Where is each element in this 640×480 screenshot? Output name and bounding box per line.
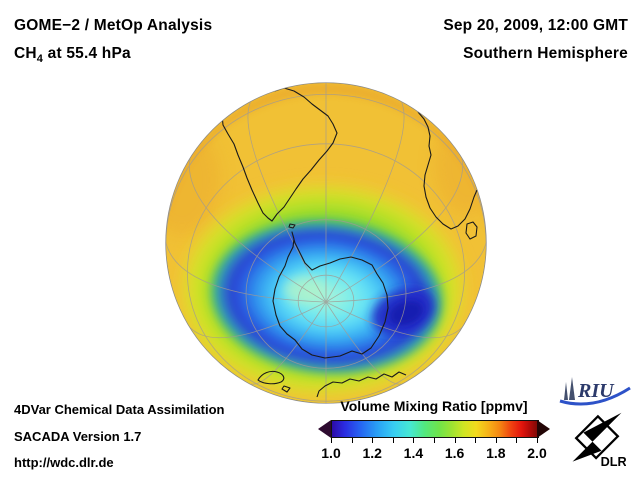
graticule [166, 83, 486, 403]
header-left: GOME−2 / MetOp Analysis CH4 at 55.4 hPa [14, 12, 212, 73]
coast-antarctica [272, 231, 389, 359]
meridian [188, 158, 327, 303]
cathedral-icon [564, 382, 568, 400]
tick-mark [454, 438, 456, 443]
colorbar-arrow-left [318, 420, 331, 438]
dlr-logo-graphic: DLR [572, 412, 627, 469]
meridian [250, 301, 327, 385]
meridian [166, 242, 327, 303]
dlr-dart-icon [572, 412, 622, 462]
coast-new-zealand [257, 370, 285, 385]
coastlines [221, 87, 478, 398]
tick-label: 1.4 [403, 445, 424, 461]
tick-mark [372, 438, 374, 443]
dlr-logo: DLR [568, 408, 627, 475]
tick-label: 1.8 [486, 445, 506, 461]
tick-mark [413, 438, 415, 443]
tick-label: 1.6 [444, 445, 465, 461]
coast-south-america [221, 87, 338, 222]
coast-islet [281, 385, 291, 393]
coast-madagascar [465, 221, 478, 240]
assimilation-label: 4DVar Chemical Data Assimilation [14, 402, 225, 417]
cathedral-icon [569, 377, 575, 400]
datetime-label: Sep 20, 2009, 12:00 GMT [443, 17, 628, 34]
riu-swoosh [559, 386, 631, 406]
tick-mark [475, 438, 477, 443]
meridian [325, 301, 463, 339]
version-label: SACADA Version 1.7 [14, 428, 142, 444]
colorbar: Volume Mixing Ratio [ppmv] 1.0 1.2 [318, 398, 550, 461]
coast-falkland [288, 223, 296, 229]
meridian [325, 158, 464, 303]
field-navy-core [389, 301, 423, 325]
riu-logo-graphic: RIU [559, 377, 631, 406]
tick-mark [392, 438, 394, 443]
tick-mark [351, 438, 353, 443]
colorbar-arrow-right [537, 420, 550, 438]
header-right: Sep 20, 2009, 12:00 GMT Southern Hemisph… [443, 12, 628, 68]
field-limb-orange-right [434, 115, 486, 215]
formula-subscript: 4 [36, 53, 44, 66]
formula-prefix: CH [14, 45, 37, 62]
field-polar-vortex [211, 220, 443, 374]
meridian [325, 242, 486, 303]
colorbar-labels: 1.0 1.2 1.4 1.6 1.8 2.0 [321, 445, 546, 463]
colorbar-gradient [331, 420, 539, 438]
meridian [325, 101, 405, 303]
meridian [325, 301, 402, 385]
coast-australia [316, 371, 407, 398]
formula-suffix: at 55.4 hPa [43, 45, 131, 62]
hemisphere-label: Southern Hemisphere [463, 45, 628, 62]
colorbar-ramp [318, 420, 550, 443]
tick-mark [331, 438, 332, 443]
tick-label: 1.0 [321, 445, 341, 461]
tick-mark [434, 438, 435, 443]
colorbar-title: Volume Mixing Ratio [ppmv] [340, 398, 528, 414]
field-limb-orange-left [166, 125, 220, 235]
footer-credits: 4DVar Chemical Data Assimilation SACADA … [14, 397, 225, 477]
coast-africa [417, 111, 478, 230]
dlr-text: DLR [601, 455, 626, 469]
tick-mark [537, 438, 538, 443]
meridian [247, 101, 327, 303]
url-label: http://wdc.dlr.de [14, 455, 114, 470]
tick-mark [495, 438, 497, 443]
tick-label: 1.2 [362, 445, 382, 461]
tick-mark [516, 438, 518, 443]
dlr-diamond-icon [574, 414, 620, 460]
species-level: CH4 at 55.4 hPa [14, 40, 212, 73]
colorbar-ticks [331, 438, 538, 443]
riu-text: RIU [577, 380, 615, 402]
riu-logo: RIU [556, 374, 634, 413]
tick-label: 2.0 [527, 445, 547, 461]
product-title: GOME−2 / MetOp Analysis [14, 17, 213, 34]
meridian [189, 301, 327, 339]
